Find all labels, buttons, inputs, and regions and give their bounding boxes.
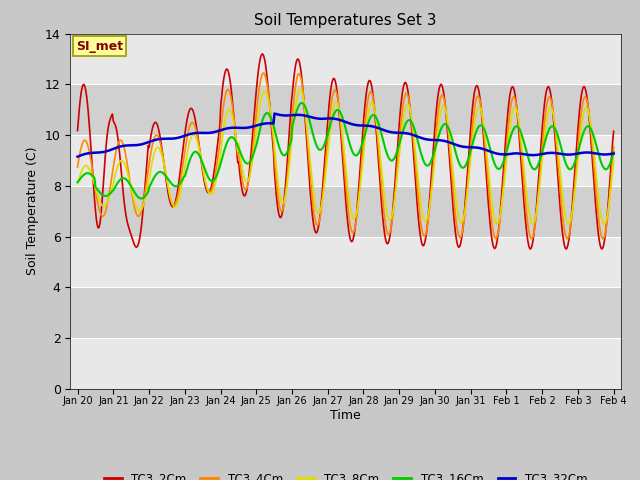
Bar bbox=[70, 186, 621, 237]
Y-axis label: Soil Temperature (C): Soil Temperature (C) bbox=[26, 147, 39, 276]
Text: SI_met: SI_met bbox=[76, 39, 123, 53]
Bar bbox=[70, 288, 621, 338]
Bar bbox=[70, 237, 621, 288]
Title: Soil Temperatures Set 3: Soil Temperatures Set 3 bbox=[254, 13, 437, 28]
Bar bbox=[70, 135, 621, 186]
Bar bbox=[70, 84, 621, 135]
Bar bbox=[70, 338, 621, 389]
X-axis label: Time: Time bbox=[330, 409, 361, 422]
Legend: TC3_2Cm, TC3_4Cm, TC3_8Cm, TC3_16Cm, TC3_32Cm: TC3_2Cm, TC3_4Cm, TC3_8Cm, TC3_16Cm, TC3… bbox=[99, 467, 592, 480]
Bar bbox=[70, 34, 621, 84]
